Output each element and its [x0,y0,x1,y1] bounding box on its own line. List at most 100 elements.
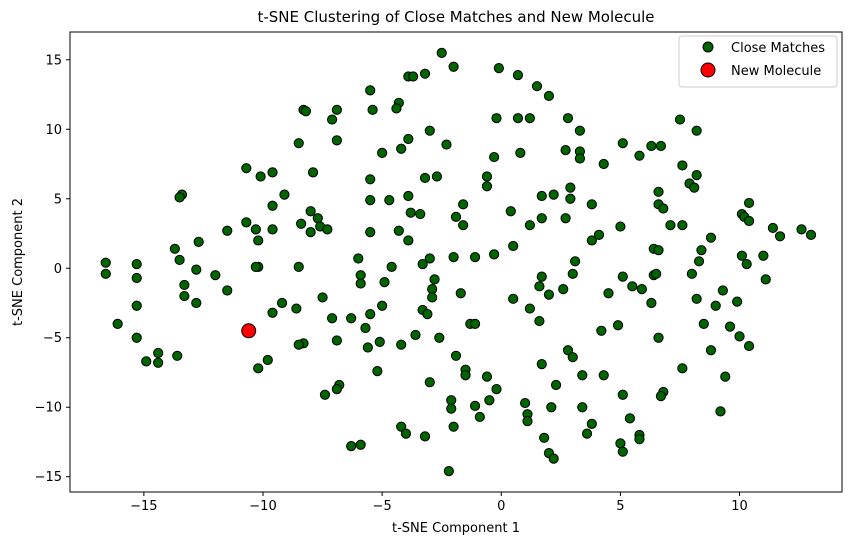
point-close-matches [400,428,412,439]
point-close-matches [419,172,431,184]
point-close-matches [446,403,457,414]
point-close-matches [534,281,545,292]
point-close-matches [693,256,705,267]
point-close-matches [586,199,597,210]
point-close-matches [515,147,526,159]
point-close-matches [508,240,519,252]
point-close-matches [732,296,743,307]
point-close-matches [743,340,755,352]
plot-area-frame [69,31,843,493]
point-close-matches [436,47,447,58]
point-close-matches [574,153,586,164]
point-close-matches [179,290,190,302]
point-close-matches [377,147,388,159]
point-close-matches [222,225,233,236]
x-tick-label: −15 [130,499,157,514]
point-close-matches [543,90,555,102]
point-close-matches [455,288,466,299]
point-close-matches [429,274,440,285]
point-close-matches [450,350,462,361]
point-close-matches [617,271,628,282]
point-close-matches [603,288,614,299]
point-close-matches [624,413,636,424]
point-close-matches [222,285,233,296]
point-close-matches [460,370,471,381]
y-axis-label: t-SNE Component 2 [11,198,26,326]
point-close-matches [508,293,519,304]
point-close-matches [774,231,786,242]
point-close-matches [598,370,609,381]
y-tick-label: 15 [45,53,62,68]
point-close-matches [293,339,304,350]
x-tick-label: −10 [249,499,276,514]
point-close-matches [658,203,669,214]
x-tick-label: 10 [731,499,748,514]
point-close-matches [715,406,726,417]
point-close-matches [550,379,562,391]
point-close-matches [355,439,366,450]
point-close-matches [651,268,662,279]
x-tick-label: 0 [497,499,505,514]
point-close-matches [346,441,357,452]
point-close-matches [617,446,628,457]
point-close-matches [365,174,376,185]
point-close-matches [758,250,769,261]
point-close-matches [384,195,395,206]
legend-box [678,35,838,88]
point-close-matches [653,245,664,256]
point-close-matches [448,61,459,72]
point-close-matches [446,395,457,406]
point-close-matches [686,268,697,279]
point-close-matches [655,140,667,152]
point-close-matches [424,125,435,136]
point-close-matches [262,354,273,366]
point-close-matches [519,397,531,409]
point-close-matches [241,217,252,228]
point-close-matches [255,171,266,182]
point-close-matches [636,283,647,295]
point-close-matches [326,114,338,125]
point-close-matches [367,104,378,115]
point-close-matches [365,85,376,96]
point-close-matches [250,261,261,272]
point-close-matches [615,221,626,232]
point-close-matches [481,181,493,192]
point-close-matches [567,268,578,279]
point-close-matches [174,192,185,203]
legend-marker-new-molecule [700,62,716,78]
point-close-matches [372,365,383,377]
point-close-matches [131,300,142,311]
point-close-matches [698,318,709,329]
point-close-matches [331,135,342,146]
point-close-matches [276,297,288,309]
point-close-matches [469,400,481,411]
point-close-matches [562,113,574,124]
point-close-matches [174,254,185,266]
point-close-matches [577,370,588,381]
point-close-matches [253,235,264,246]
point-close-matches [760,274,771,285]
point-close-matches [296,218,307,229]
point-close-matches [512,113,524,124]
x-axis-ticks: −15 −10 −5 0 5 10 [130,492,748,514]
point-close-matches [427,283,438,295]
point-close-matches [403,190,414,202]
point-close-matches [415,208,426,220]
point-close-matches [736,250,748,261]
legend-label-new-molecule: New Molecule [731,64,821,79]
point-close-matches [562,345,574,356]
point-close-matches [586,235,597,246]
point-close-matches [241,163,252,174]
point-close-matches [710,300,721,311]
point-close-matches [548,453,559,464]
point-close-matches [617,138,628,149]
point-close-matches [627,281,638,292]
point-close-matches [705,345,717,356]
point-close-matches [565,182,576,193]
point-close-matches [577,402,588,413]
point-close-matches [253,363,264,374]
point-close-matches [331,104,342,115]
point-close-matches [131,272,142,284]
point-close-matches [391,103,402,114]
x-axis-label: t-SNE Component 1 [392,521,520,536]
